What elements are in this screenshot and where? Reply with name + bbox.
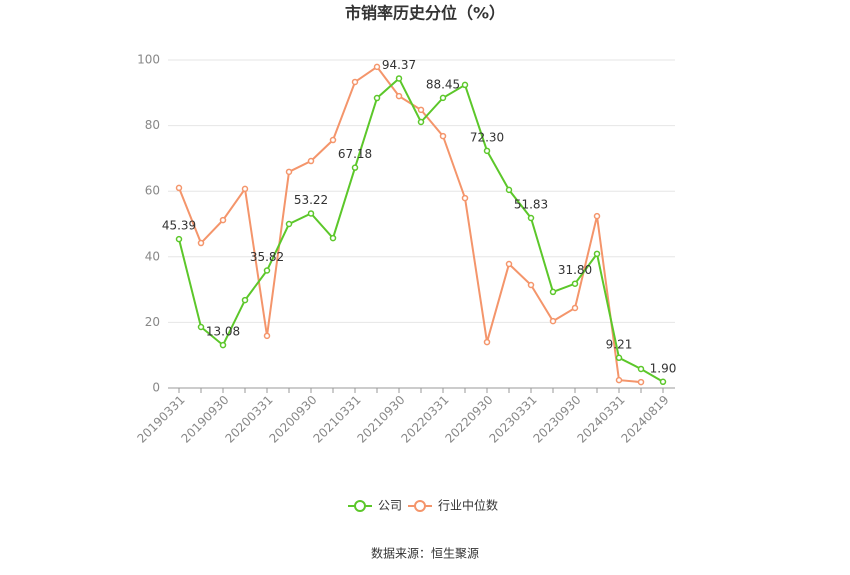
data-point bbox=[241, 296, 249, 304]
data-point bbox=[197, 239, 205, 247]
chart-title: 市销率历史分位（%） bbox=[345, 4, 505, 23]
source-note: 数据来源：恒生聚源 bbox=[371, 546, 479, 561]
y-tick-label: 80 bbox=[145, 118, 160, 132]
data-point bbox=[263, 332, 271, 340]
legend-item: 行业中位数 bbox=[408, 498, 498, 513]
data-point bbox=[395, 75, 403, 82]
y-tick-label: 0 bbox=[152, 381, 160, 395]
data-label: 1.90 bbox=[650, 361, 677, 375]
series-line bbox=[178, 65, 642, 384]
data-point bbox=[505, 186, 513, 194]
data-label: 72.30 bbox=[470, 130, 504, 144]
legend-item: 公司 bbox=[348, 499, 402, 513]
data-point bbox=[593, 212, 601, 220]
data-point bbox=[395, 92, 403, 100]
data-point bbox=[417, 118, 425, 126]
data-label: 9.21 bbox=[606, 337, 633, 351]
data-point bbox=[593, 250, 601, 258]
data-point bbox=[461, 194, 469, 202]
data-point bbox=[373, 63, 381, 71]
data-point bbox=[307, 210, 315, 217]
data-point bbox=[307, 157, 315, 165]
data-point bbox=[351, 164, 359, 171]
data-point bbox=[549, 288, 557, 296]
data-point bbox=[527, 281, 535, 289]
y-tick-label: 20 bbox=[145, 315, 160, 329]
data-point bbox=[329, 234, 337, 242]
data-point bbox=[197, 323, 205, 331]
data-label: 45.39 bbox=[162, 219, 196, 233]
y-tick-label: 100 bbox=[137, 53, 160, 67]
data-point bbox=[417, 106, 425, 114]
data-point bbox=[637, 378, 645, 386]
data-point bbox=[351, 78, 359, 86]
data-label: 88.45 bbox=[426, 77, 460, 91]
data-point bbox=[637, 365, 645, 373]
x-tick-label: 20240819 bbox=[619, 393, 672, 446]
data-point bbox=[571, 280, 579, 287]
legend-marker bbox=[354, 500, 366, 512]
data-label: 67.18 bbox=[338, 147, 372, 161]
data-label: 35.82 bbox=[250, 250, 284, 264]
data-point bbox=[483, 338, 491, 346]
data-point bbox=[175, 184, 183, 192]
legend-marker bbox=[414, 500, 426, 512]
data-point bbox=[571, 304, 579, 312]
data-point bbox=[659, 378, 667, 386]
data-point bbox=[461, 81, 469, 89]
legend-label: 行业中位数 bbox=[438, 498, 498, 513]
y-tick-label: 60 bbox=[145, 184, 160, 198]
data-point bbox=[329, 136, 337, 144]
data-point bbox=[615, 376, 623, 384]
data-point bbox=[439, 94, 447, 102]
data-point bbox=[439, 132, 447, 140]
data-label: 13.08 bbox=[206, 325, 240, 339]
data-point bbox=[549, 317, 557, 325]
data-label: 53.22 bbox=[294, 193, 328, 207]
data-point bbox=[527, 214, 535, 222]
data-point bbox=[241, 185, 249, 193]
data-point bbox=[505, 260, 513, 268]
data-point bbox=[219, 216, 227, 224]
data-label: 51.83 bbox=[514, 197, 548, 211]
data-point bbox=[263, 267, 271, 274]
data-point bbox=[615, 354, 623, 362]
data-point bbox=[285, 220, 293, 228]
data-label: 94.37 bbox=[382, 58, 416, 72]
data-point bbox=[285, 168, 293, 176]
data-point bbox=[373, 94, 381, 102]
y-tick-label: 40 bbox=[145, 249, 160, 263]
legend-label: 公司 bbox=[378, 499, 402, 513]
data-point bbox=[175, 235, 183, 243]
data-point bbox=[483, 147, 491, 155]
data-point bbox=[219, 341, 227, 349]
data-label: 31.80 bbox=[558, 263, 592, 277]
